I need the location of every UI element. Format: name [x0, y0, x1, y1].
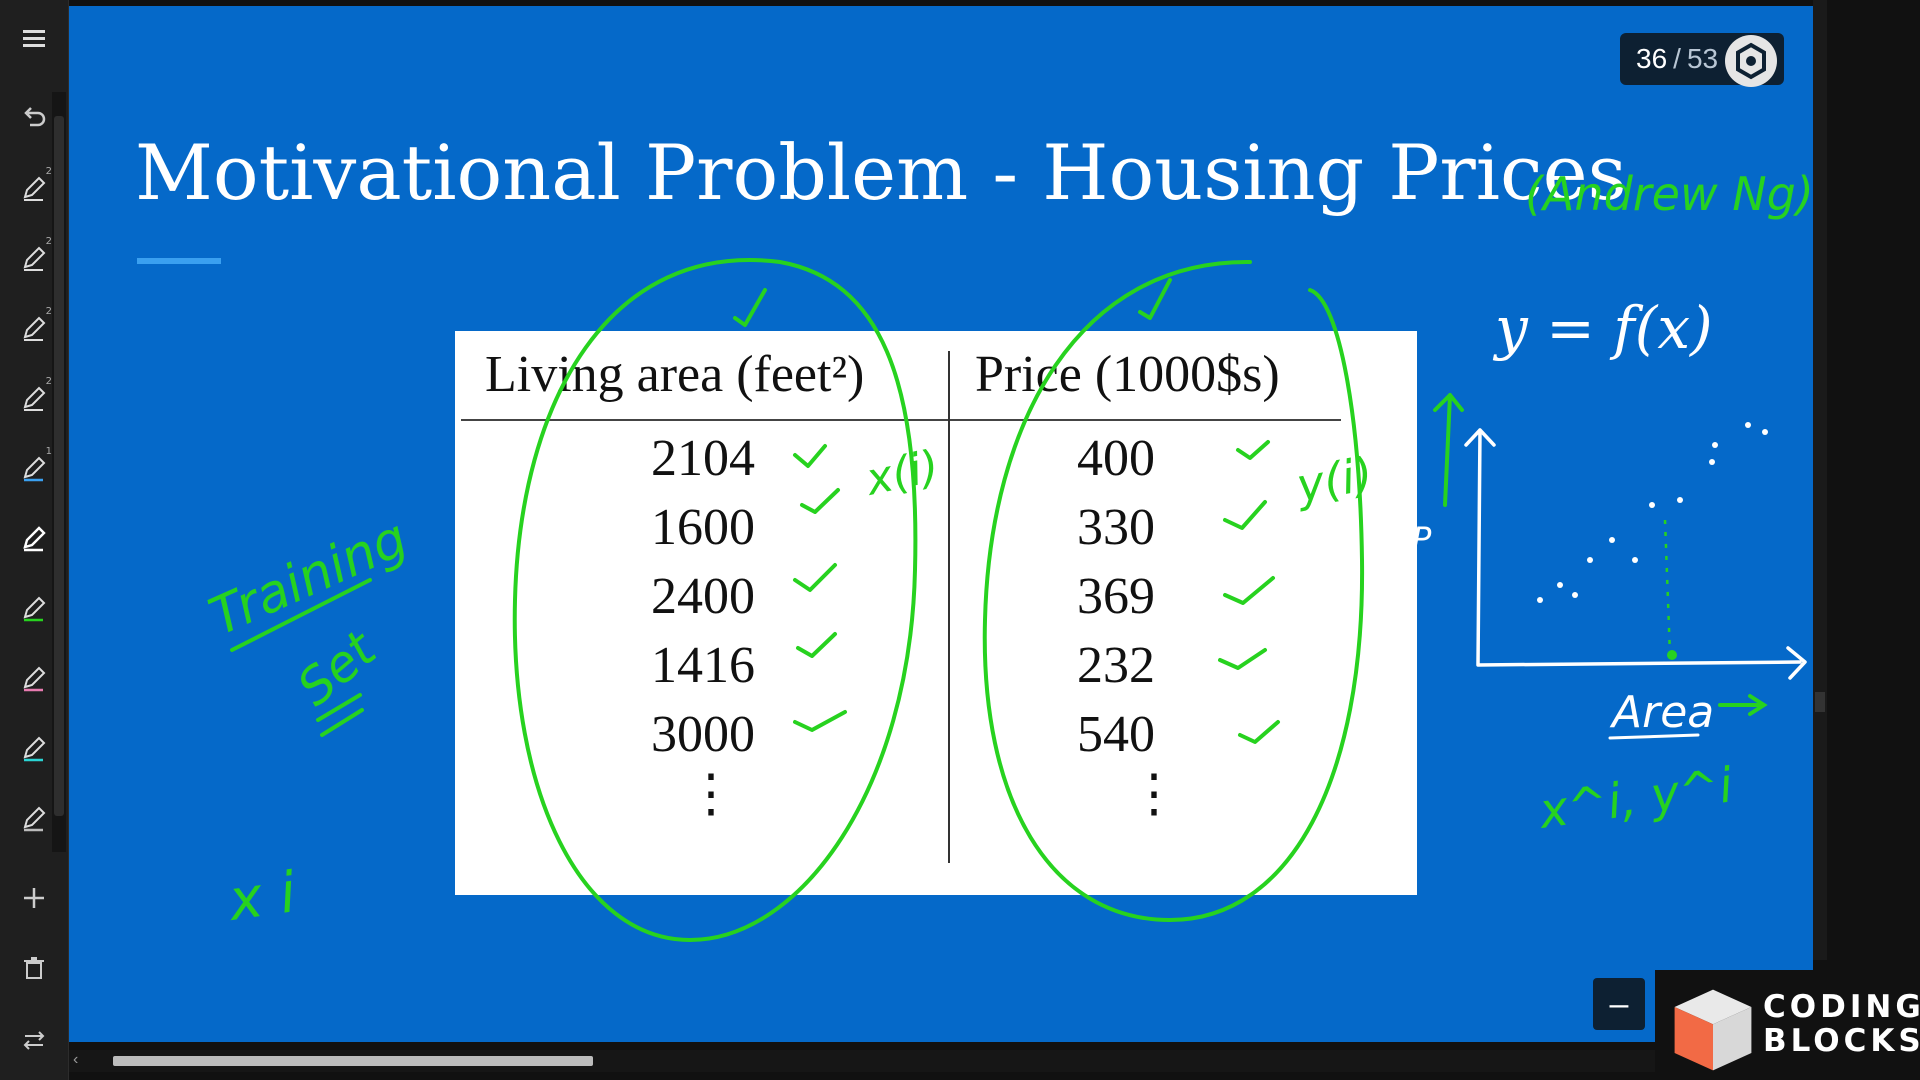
settings-gear-icon[interactable]	[1725, 35, 1777, 87]
trash-icon[interactable]	[14, 948, 54, 988]
cell-price: 232	[1077, 637, 1155, 694]
pen-tool-green[interactable]	[14, 588, 54, 628]
pen-tool-white[interactable]	[14, 518, 54, 558]
pen-size-label: 2	[45, 376, 52, 387]
pen-tool-pink[interactable]	[14, 658, 54, 698]
horizontal-scrollbar[interactable]: ‹	[69, 1050, 1813, 1072]
pen-tool-cyan[interactable]	[14, 728, 54, 768]
pen-size-label: 2	[45, 166, 52, 177]
cell-price: 369	[1077, 568, 1155, 625]
continuation-dots: ⋮	[1128, 766, 1180, 823]
column-divider	[948, 351, 950, 863]
title-accent-bar	[137, 258, 221, 264]
undo-icon[interactable]	[14, 98, 54, 138]
pen-tool-2[interactable]: 2	[14, 236, 54, 278]
right-panel	[1813, 0, 1920, 970]
pen-tool-gray[interactable]	[14, 798, 54, 838]
slide-canvas: Motivational Problem - Housing Prices Li…	[69, 6, 1813, 1042]
logo-text-line1: CODING	[1763, 989, 1920, 1025]
minimize-button[interactable]: –	[1593, 978, 1645, 1030]
plus-icon[interactable]	[14, 878, 54, 918]
swap-icon[interactable]	[14, 1020, 54, 1060]
continuation-dots: ⋮	[685, 766, 737, 823]
coding-blocks-logo: CODING BLOCKS	[1655, 970, 1920, 1080]
scroll-left-icon[interactable]: ‹	[73, 1051, 79, 1068]
pen-tool-1[interactable]: 2	[14, 166, 54, 208]
pen-tool-3[interactable]: 2	[14, 306, 54, 348]
logo-text-line2: BLOCKS	[1763, 1023, 1920, 1059]
pen-size-label: 1	[45, 446, 52, 457]
annotation-toolbar: 2 2 2 2 1	[0, 0, 69, 1080]
pen-tool-5[interactable]: 1	[14, 446, 54, 488]
cube-logo-icon	[1674, 989, 1752, 1071]
data-table: Living area (feet²) Price (1000$s) 2104 …	[455, 331, 1417, 895]
column-header-price: Price (1000$s)	[975, 346, 1280, 403]
scrollbar-thumb[interactable]	[113, 1056, 593, 1066]
current-slide-number: 36	[1636, 43, 1668, 74]
pen-tool-4[interactable]: 2	[14, 376, 54, 418]
header-rule	[461, 419, 1341, 421]
toolbar-scrollbar[interactable]	[52, 92, 66, 852]
column-header-area: Living area (feet²)	[485, 346, 865, 403]
slide-title: Motivational Problem - Housing Prices	[135, 128, 1627, 217]
total-slide-count: 53	[1686, 43, 1719, 74]
cell-area: 3000	[651, 706, 755, 763]
menu-icon[interactable]	[14, 18, 54, 58]
cell-price: 330	[1077, 499, 1155, 556]
cell-area: 2400	[651, 568, 755, 625]
pen-size-label: 2	[45, 236, 52, 247]
pen-size-label: 2	[45, 306, 52, 317]
cell-price: 400	[1077, 430, 1155, 487]
slide-counter-separator: /	[1673, 43, 1681, 74]
scrollbar-thumb[interactable]	[1815, 692, 1825, 712]
cell-area: 2104	[651, 430, 755, 487]
cell-area: 1416	[651, 637, 755, 694]
vertical-scrollbar[interactable]	[1813, 0, 1827, 960]
cell-price: 540	[1077, 706, 1155, 763]
cell-area: 1600	[651, 499, 755, 556]
